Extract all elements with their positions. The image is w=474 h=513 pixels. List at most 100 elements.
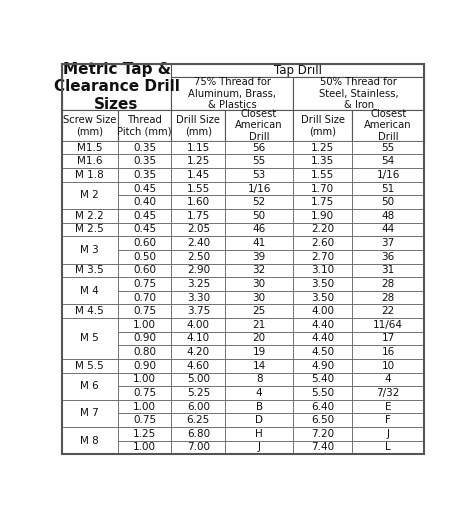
Bar xyxy=(172,372,225,386)
Text: 2.40: 2.40 xyxy=(187,238,210,248)
Bar xyxy=(118,195,172,209)
Text: M 2: M 2 xyxy=(80,190,99,201)
Text: D: D xyxy=(255,415,263,425)
Bar xyxy=(293,141,352,154)
Text: 0.70: 0.70 xyxy=(133,292,156,303)
Bar xyxy=(225,223,293,236)
Text: 3.30: 3.30 xyxy=(187,292,210,303)
Text: 4: 4 xyxy=(385,374,392,384)
Bar xyxy=(225,168,293,182)
Bar xyxy=(293,400,352,413)
Text: Drill Size
(mm): Drill Size (mm) xyxy=(301,115,345,136)
Bar xyxy=(172,400,225,413)
Bar xyxy=(293,110,352,141)
Bar xyxy=(293,223,352,236)
Text: Metric Tap &
Clearance Drill
Sizes: Metric Tap & Clearance Drill Sizes xyxy=(54,62,180,112)
Bar xyxy=(293,318,352,331)
Bar xyxy=(62,223,118,236)
Bar xyxy=(62,264,118,277)
Text: 1/16: 1/16 xyxy=(247,184,271,193)
Bar xyxy=(225,386,293,400)
Bar xyxy=(352,331,424,345)
Bar xyxy=(225,427,293,441)
Text: 0.75: 0.75 xyxy=(133,415,156,425)
Bar xyxy=(118,372,172,386)
Text: 7/32: 7/32 xyxy=(376,388,400,398)
Bar xyxy=(225,236,293,250)
Bar xyxy=(118,154,172,168)
Text: 31: 31 xyxy=(382,265,395,275)
Bar xyxy=(118,223,172,236)
Bar xyxy=(62,110,118,141)
Text: M 2.5: M 2.5 xyxy=(75,224,104,234)
Bar xyxy=(118,168,172,182)
Bar xyxy=(118,209,172,223)
Text: 5.50: 5.50 xyxy=(311,388,334,398)
Text: 6.50: 6.50 xyxy=(311,415,334,425)
Text: Closest
American
Drill: Closest American Drill xyxy=(235,109,283,142)
Text: 1.00: 1.00 xyxy=(133,374,156,384)
Bar xyxy=(293,331,352,345)
Bar xyxy=(172,345,225,359)
Text: 21: 21 xyxy=(253,320,266,330)
Text: Drill Size
(mm): Drill Size (mm) xyxy=(176,115,220,136)
Bar xyxy=(172,182,225,195)
Bar xyxy=(118,277,172,291)
Bar xyxy=(172,64,424,77)
Bar xyxy=(293,154,352,168)
Bar xyxy=(225,264,293,277)
Bar xyxy=(352,195,424,209)
Bar xyxy=(62,64,172,110)
Text: 41: 41 xyxy=(253,238,266,248)
Text: 0.40: 0.40 xyxy=(133,197,156,207)
Bar xyxy=(352,250,424,264)
Bar xyxy=(293,304,352,318)
Text: 6.40: 6.40 xyxy=(311,402,334,411)
Text: 1.75: 1.75 xyxy=(187,211,210,221)
Bar xyxy=(225,154,293,168)
Bar xyxy=(118,345,172,359)
Text: 2.70: 2.70 xyxy=(311,252,334,262)
Text: L: L xyxy=(385,442,391,452)
Text: 30: 30 xyxy=(253,292,265,303)
Text: 1.70: 1.70 xyxy=(311,184,334,193)
Text: 0.45: 0.45 xyxy=(133,224,156,234)
Bar xyxy=(62,141,118,154)
Text: 0.80: 0.80 xyxy=(133,347,156,357)
Text: 3.50: 3.50 xyxy=(311,279,334,289)
Text: 2.90: 2.90 xyxy=(187,265,210,275)
Text: 1.25: 1.25 xyxy=(133,429,156,439)
Bar xyxy=(172,154,225,168)
Bar xyxy=(118,331,172,345)
Bar xyxy=(172,264,225,277)
Text: 17: 17 xyxy=(382,333,395,343)
Text: 4: 4 xyxy=(256,388,263,398)
Text: 2.60: 2.60 xyxy=(311,238,334,248)
Text: 4.50: 4.50 xyxy=(311,347,334,357)
Text: 16: 16 xyxy=(382,347,395,357)
Bar xyxy=(293,182,352,195)
Text: 50: 50 xyxy=(253,211,265,221)
Text: M 3.5: M 3.5 xyxy=(75,265,104,275)
Text: 1.35: 1.35 xyxy=(311,156,334,166)
Bar xyxy=(62,359,118,372)
Bar xyxy=(293,441,352,454)
Bar xyxy=(118,400,172,413)
Text: 10: 10 xyxy=(382,361,395,371)
Bar xyxy=(225,331,293,345)
Bar xyxy=(118,386,172,400)
Bar xyxy=(293,195,352,209)
Text: 1.25: 1.25 xyxy=(311,143,334,153)
Text: 3.50: 3.50 xyxy=(311,292,334,303)
Text: 1.15: 1.15 xyxy=(187,143,210,153)
Bar xyxy=(118,264,172,277)
Bar xyxy=(172,110,225,141)
Bar xyxy=(352,154,424,168)
Bar xyxy=(293,277,352,291)
Bar xyxy=(172,168,225,182)
Text: 1.55: 1.55 xyxy=(311,170,334,180)
Text: 0.35: 0.35 xyxy=(133,170,156,180)
Bar xyxy=(293,209,352,223)
Text: 4.40: 4.40 xyxy=(311,333,334,343)
Text: 55: 55 xyxy=(382,143,395,153)
